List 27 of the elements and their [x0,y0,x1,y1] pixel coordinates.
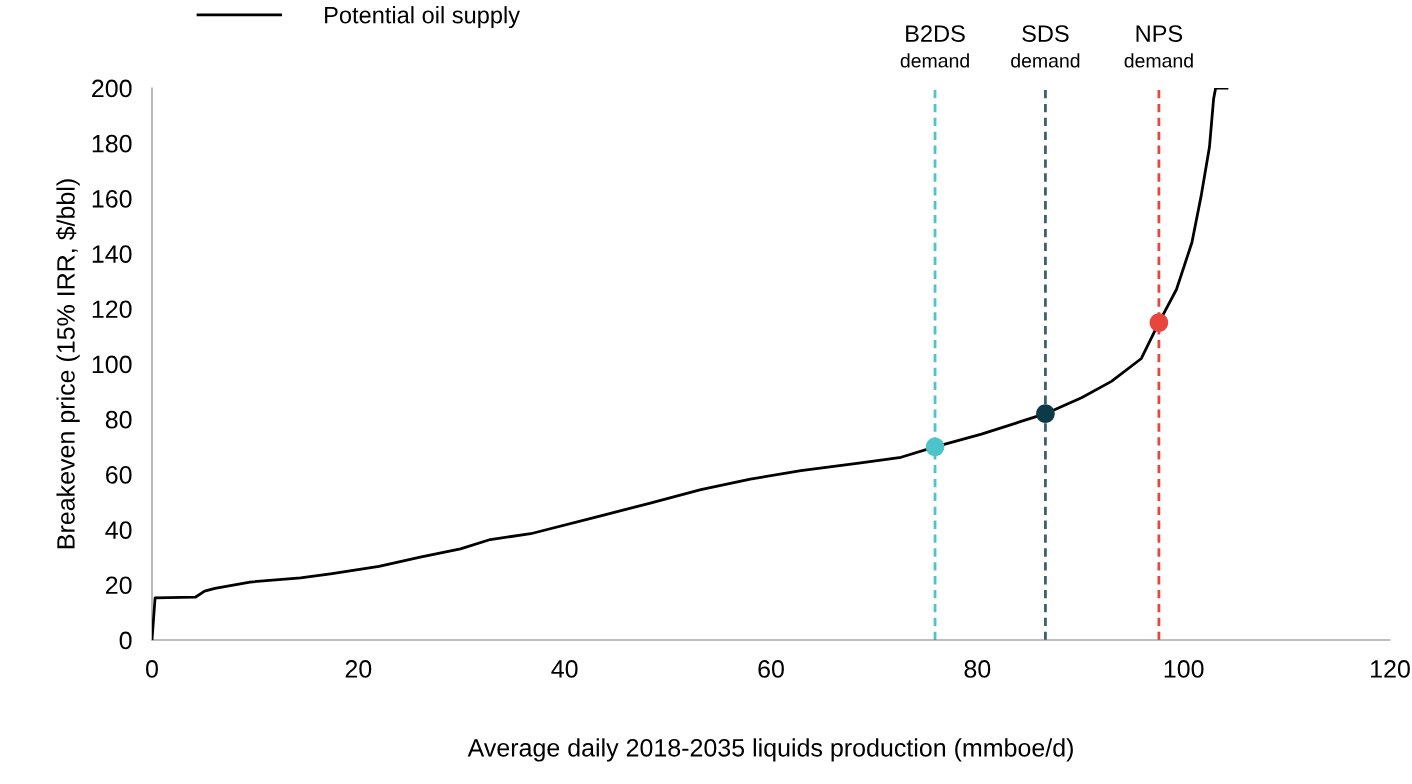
x-tick-label: 60 [758,660,784,678]
legend-label: Potential oil supply [325,6,520,29]
x-tick-label: 0 [146,660,158,678]
y-tick-label: 60 [106,466,132,484]
point [1036,404,1055,423]
point [1149,313,1169,332]
x-tick-label: 20 [345,660,372,678]
x-tick-label: 120 [1371,660,1410,678]
ref-line-label: B2DS demand [900,25,969,68]
y-tick-label: 180 [92,134,132,153]
y-axis-title: Breakeven price (15% IRR, $/bbl) [56,179,80,549]
y-tick-label: 160 [92,190,132,208]
x-axis-title: Average daily 2018-2035 liquids production (mmboe/d) [467,738,1073,762]
y-tick-label: 120 [92,300,132,319]
ref-line-label: SDS demand [1011,25,1080,68]
y-tick-label: 100 [92,355,132,374]
point [925,437,945,457]
y-tick-label: 140 [92,245,132,263]
x-tick-label: 100 [1164,660,1204,678]
x-tick-label: 40 [551,660,578,678]
y-tick-label: 200 [92,79,132,98]
y-tick-label: 80 [105,410,132,429]
y-tick-label: 40 [105,521,132,539]
x-tick-label: 80 [964,660,991,678]
ref-line-label: NPS demand [1124,25,1193,68]
y-tick-label: 20 [106,576,132,595]
y-tick-label: 0 [119,631,132,650]
